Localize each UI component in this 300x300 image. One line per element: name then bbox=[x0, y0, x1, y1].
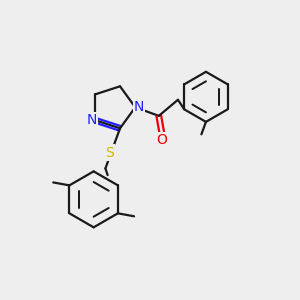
Text: S: S bbox=[105, 146, 114, 160]
Text: N: N bbox=[134, 100, 144, 114]
Text: N: N bbox=[87, 113, 97, 127]
Text: O: O bbox=[157, 133, 168, 147]
